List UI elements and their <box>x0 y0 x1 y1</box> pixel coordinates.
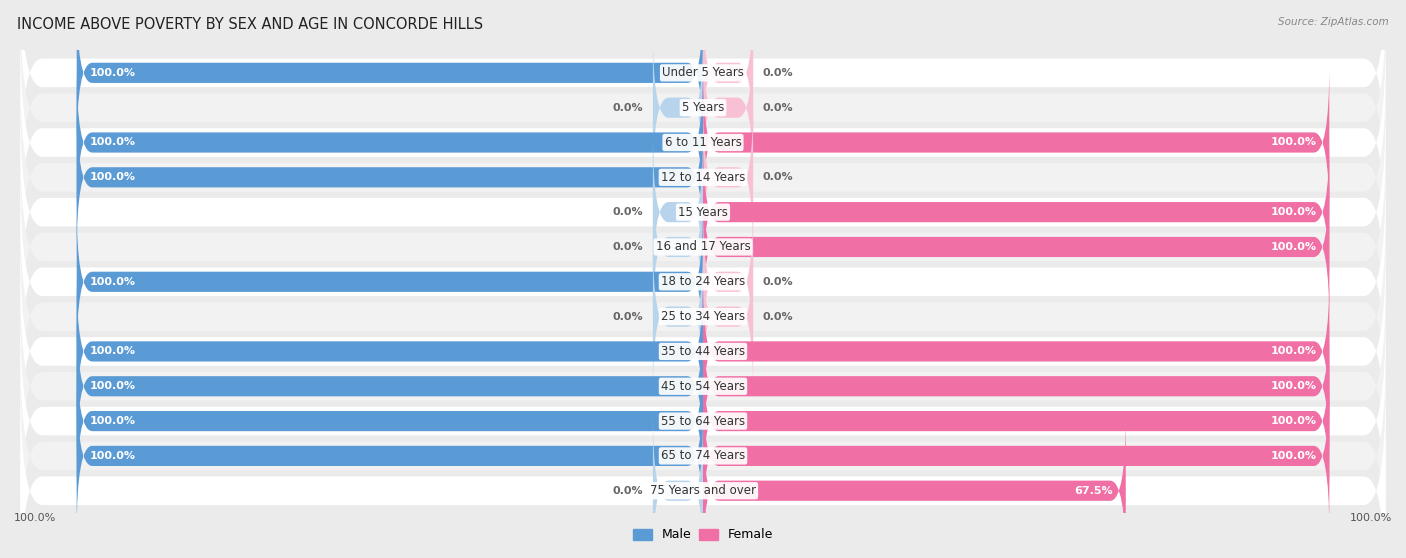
Text: 100.0%: 100.0% <box>89 172 135 182</box>
Text: 12 to 14 Years: 12 to 14 Years <box>661 171 745 184</box>
Text: INCOME ABOVE POVERTY BY SEX AND AGE IN CONCORDE HILLS: INCOME ABOVE POVERTY BY SEX AND AGE IN C… <box>17 17 484 32</box>
Text: 6 to 11 Years: 6 to 11 Years <box>665 136 741 149</box>
FancyBboxPatch shape <box>652 170 703 324</box>
FancyBboxPatch shape <box>703 414 1126 558</box>
Text: 35 to 44 Years: 35 to 44 Years <box>661 345 745 358</box>
Text: 100.0%: 100.0% <box>1271 242 1317 252</box>
FancyBboxPatch shape <box>20 104 1386 320</box>
FancyBboxPatch shape <box>20 0 1386 215</box>
Text: 45 to 54 Years: 45 to 54 Years <box>661 380 745 393</box>
FancyBboxPatch shape <box>20 383 1386 558</box>
Text: 0.0%: 0.0% <box>613 485 644 496</box>
Text: 100.0%: 100.0% <box>14 513 56 523</box>
Text: 15 Years: 15 Years <box>678 206 728 219</box>
FancyBboxPatch shape <box>703 170 1329 324</box>
FancyBboxPatch shape <box>20 0 1386 180</box>
FancyBboxPatch shape <box>77 205 703 359</box>
Text: 0.0%: 0.0% <box>613 311 644 321</box>
Text: Source: ZipAtlas.com: Source: ZipAtlas.com <box>1278 17 1389 27</box>
FancyBboxPatch shape <box>77 379 703 533</box>
FancyBboxPatch shape <box>20 70 1386 285</box>
FancyBboxPatch shape <box>20 174 1386 389</box>
Text: 100.0%: 100.0% <box>1271 347 1317 357</box>
FancyBboxPatch shape <box>703 135 1329 289</box>
Text: 67.5%: 67.5% <box>1074 485 1114 496</box>
FancyBboxPatch shape <box>20 35 1386 250</box>
FancyBboxPatch shape <box>652 239 703 393</box>
FancyBboxPatch shape <box>703 379 1329 533</box>
FancyBboxPatch shape <box>77 65 703 219</box>
Text: 16 and 17 Years: 16 and 17 Years <box>655 240 751 253</box>
FancyBboxPatch shape <box>652 31 703 185</box>
Text: 0.0%: 0.0% <box>762 103 793 113</box>
Text: 100.0%: 100.0% <box>1271 381 1317 391</box>
FancyBboxPatch shape <box>20 348 1386 558</box>
Text: 100.0%: 100.0% <box>89 416 135 426</box>
FancyBboxPatch shape <box>703 31 754 185</box>
Text: 100.0%: 100.0% <box>1271 416 1317 426</box>
FancyBboxPatch shape <box>703 344 1329 498</box>
Text: 100.0%: 100.0% <box>1271 137 1317 147</box>
Text: 0.0%: 0.0% <box>613 207 644 217</box>
FancyBboxPatch shape <box>77 275 703 429</box>
FancyBboxPatch shape <box>703 100 754 254</box>
Text: 100.0%: 100.0% <box>89 451 135 461</box>
FancyBboxPatch shape <box>703 309 1329 463</box>
Text: 65 to 74 Years: 65 to 74 Years <box>661 449 745 463</box>
Text: 0.0%: 0.0% <box>613 242 644 252</box>
Text: 100.0%: 100.0% <box>89 277 135 287</box>
Text: 5 Years: 5 Years <box>682 101 724 114</box>
Text: 0.0%: 0.0% <box>613 103 644 113</box>
Text: 0.0%: 0.0% <box>762 68 793 78</box>
Text: 100.0%: 100.0% <box>89 137 135 147</box>
FancyBboxPatch shape <box>77 100 703 254</box>
Text: Under 5 Years: Under 5 Years <box>662 66 744 79</box>
Legend: Male, Female: Male, Female <box>628 523 778 546</box>
FancyBboxPatch shape <box>20 140 1386 354</box>
Text: 18 to 24 Years: 18 to 24 Years <box>661 275 745 288</box>
FancyBboxPatch shape <box>703 239 754 393</box>
Text: 100.0%: 100.0% <box>1271 207 1317 217</box>
Text: 100.0%: 100.0% <box>1271 451 1317 461</box>
Text: 0.0%: 0.0% <box>762 311 793 321</box>
FancyBboxPatch shape <box>77 309 703 463</box>
Text: 25 to 34 Years: 25 to 34 Years <box>661 310 745 323</box>
FancyBboxPatch shape <box>77 0 703 150</box>
FancyBboxPatch shape <box>703 205 754 359</box>
FancyBboxPatch shape <box>77 344 703 498</box>
FancyBboxPatch shape <box>703 275 1329 429</box>
Text: 75 Years and over: 75 Years and over <box>650 484 756 497</box>
FancyBboxPatch shape <box>20 244 1386 459</box>
FancyBboxPatch shape <box>20 314 1386 528</box>
Text: 0.0%: 0.0% <box>762 277 793 287</box>
FancyBboxPatch shape <box>703 0 754 150</box>
FancyBboxPatch shape <box>652 414 703 558</box>
Text: 100.0%: 100.0% <box>1350 513 1392 523</box>
Text: 100.0%: 100.0% <box>89 347 135 357</box>
Text: 100.0%: 100.0% <box>89 68 135 78</box>
Text: 100.0%: 100.0% <box>89 381 135 391</box>
FancyBboxPatch shape <box>652 135 703 289</box>
Text: 0.0%: 0.0% <box>762 172 793 182</box>
Text: 55 to 64 Years: 55 to 64 Years <box>661 415 745 427</box>
FancyBboxPatch shape <box>20 278 1386 494</box>
FancyBboxPatch shape <box>703 65 1329 219</box>
FancyBboxPatch shape <box>20 209 1386 424</box>
